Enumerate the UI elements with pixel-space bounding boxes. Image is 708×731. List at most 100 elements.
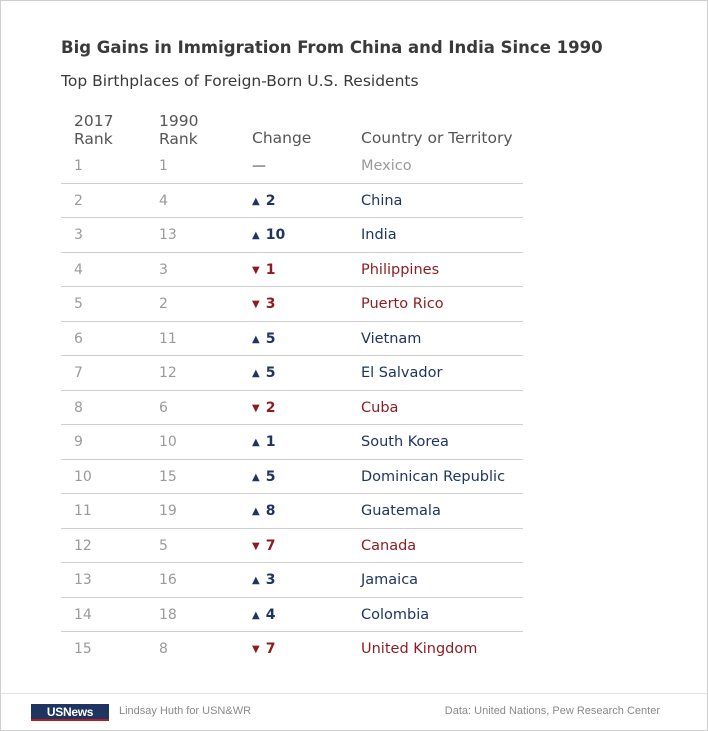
table-row: 7 12 ▲ 5 El Salvador bbox=[1, 356, 708, 391]
rank-2017-cell: 3 bbox=[74, 227, 83, 243]
table-row: 3 13 ▲ 10 India bbox=[1, 218, 708, 253]
header-1990-rank-line1: 1990 bbox=[159, 112, 199, 130]
up-triangle-icon: ▲ bbox=[252, 368, 260, 379]
chart-title: Big Gains in Immigration From China and … bbox=[61, 38, 603, 57]
change-cell: ▲ 5 bbox=[252, 322, 275, 357]
down-triangle-icon: ▼ bbox=[252, 644, 260, 655]
change-value: 7 bbox=[265, 537, 276, 554]
change-value: 10 bbox=[265, 227, 286, 243]
rank-2017-cell: 5 bbox=[74, 296, 83, 312]
rank-2017-cell: 12 bbox=[74, 537, 92, 554]
change-cell: ▼ 3 bbox=[252, 287, 275, 322]
table-row: 4 3 ▼ 1 Philippines bbox=[1, 253, 708, 288]
change-value: 4 bbox=[265, 606, 276, 623]
country-cell: Dominican Republic bbox=[361, 468, 506, 485]
up-triangle-icon: ▲ bbox=[252, 437, 260, 448]
header-1990-rank: 1990 Rank bbox=[159, 112, 198, 148]
data-source: Data: United Nations, Pew Research Cente… bbox=[444, 705, 660, 717]
change-cell: ▲ 5 bbox=[252, 356, 275, 391]
footer-divider bbox=[1, 693, 707, 694]
change-value: 7 bbox=[265, 641, 276, 657]
rank-1990-cell: 13 bbox=[159, 227, 177, 243]
change-cell: ▼ 2 bbox=[252, 391, 275, 426]
rank-2017-cell: 15 bbox=[74, 641, 92, 657]
header-1990-rank-line2: Rank bbox=[159, 130, 198, 148]
country-cell: United Kingdom bbox=[361, 641, 478, 657]
change-cell: ▲ 5 bbox=[252, 460, 275, 495]
rank-1990-cell: 12 bbox=[159, 365, 177, 381]
chart-subtitle: Top Birthplaces of Foreign-Born U.S. Res… bbox=[61, 72, 419, 90]
header-change: Change bbox=[252, 129, 312, 147]
usnews-logo: USNews bbox=[31, 704, 109, 721]
change-value: 5 bbox=[265, 330, 276, 347]
change-cell: ▼ 7 bbox=[252, 632, 275, 667]
country-cell: South Korea bbox=[361, 434, 449, 450]
country-cell: India bbox=[361, 227, 397, 243]
table-row: 11 19 ▲ 8 Guatemala bbox=[1, 494, 708, 529]
table-row: 13 16 ▲ 3 Jamaica bbox=[1, 563, 708, 598]
change-value: 1 bbox=[265, 434, 276, 450]
down-triangle-icon: ▼ bbox=[252, 299, 260, 310]
rank-1990-cell: 2 bbox=[159, 296, 168, 312]
change-value: 5 bbox=[265, 365, 276, 381]
change-cell: ▼ 1 bbox=[252, 253, 275, 288]
up-triangle-icon: ▲ bbox=[252, 471, 260, 483]
country-cell: El Salvador bbox=[361, 365, 443, 381]
rank-2017-cell: 8 bbox=[74, 399, 83, 416]
change-value: — bbox=[252, 158, 266, 174]
header-2017-rank: 2017 Rank bbox=[74, 112, 113, 148]
table-row: 9 10 ▲ 1 South Korea bbox=[1, 425, 708, 460]
country-cell: Philippines bbox=[361, 261, 440, 278]
rank-2017-cell: 1 bbox=[74, 158, 83, 174]
country-cell: Canada bbox=[361, 537, 417, 554]
rank-2017-cell: 7 bbox=[74, 365, 83, 381]
change-cell: ▼ 7 bbox=[252, 529, 275, 564]
rank-1990-cell: 18 bbox=[159, 606, 177, 623]
country-cell: China bbox=[361, 192, 403, 209]
table-row: 10 15 ▲ 5 Dominican Republic bbox=[1, 460, 708, 495]
change-value: 1 bbox=[265, 261, 276, 278]
change-value: 5 bbox=[265, 468, 276, 485]
rank-2017-cell: 13 bbox=[74, 572, 92, 588]
country-cell: Colombia bbox=[361, 606, 430, 623]
change-cell: ▲ 10 bbox=[252, 218, 285, 253]
change-value: 2 bbox=[265, 399, 276, 416]
rank-1990-cell: 1 bbox=[159, 158, 168, 174]
rank-2017-cell: 10 bbox=[74, 468, 92, 485]
header-country: Country or Territory bbox=[361, 129, 513, 147]
change-cell: — bbox=[252, 149, 266, 184]
up-triangle-icon: ▲ bbox=[252, 230, 260, 241]
rank-2017-cell: 4 bbox=[74, 261, 83, 278]
country-cell: Cuba bbox=[361, 399, 399, 416]
rank-2017-cell: 6 bbox=[74, 330, 83, 347]
table-row: 8 6 ▼ 2 Cuba bbox=[1, 391, 708, 426]
country-cell: Vietnam bbox=[361, 330, 422, 347]
rank-1990-cell: 15 bbox=[159, 468, 177, 485]
rank-1990-cell: 16 bbox=[159, 572, 177, 588]
change-cell: ▲ 4 bbox=[252, 598, 275, 633]
usnews-logo-text: USNews bbox=[46, 705, 94, 719]
up-triangle-icon: ▲ bbox=[252, 506, 260, 517]
down-triangle-icon: ▼ bbox=[252, 402, 260, 414]
country-cell: Mexico bbox=[361, 158, 412, 174]
rank-1990-cell: 19 bbox=[159, 503, 177, 519]
up-triangle-icon: ▲ bbox=[252, 195, 260, 207]
rank-1990-cell: 5 bbox=[159, 537, 168, 554]
rank-table: 1 1— Mexico 2 4 ▲ 2 China 3 13 ▲ 10 India 4 3 ▼ 1 Philipp… bbox=[1, 149, 708, 667]
change-value: 8 bbox=[265, 503, 276, 519]
change-cell: ▲ 2 bbox=[252, 184, 275, 219]
table-row: 14 18 ▲ 4 Colombia bbox=[1, 598, 708, 633]
table-row: 2 4 ▲ 2 China bbox=[1, 184, 708, 219]
rank-2017-cell: 2 bbox=[74, 192, 83, 209]
rank-1990-cell: 4 bbox=[159, 192, 168, 209]
rank-1990-cell: 6 bbox=[159, 399, 168, 416]
down-triangle-icon: ▼ bbox=[252, 540, 260, 552]
up-triangle-icon: ▲ bbox=[252, 609, 260, 621]
table-row: 1 1 — Mexico bbox=[1, 149, 708, 184]
change-cell: ▲ 1 bbox=[252, 425, 275, 460]
usnews-logo-bar bbox=[31, 719, 109, 721]
table-row: 12 5 ▼ 7 Canada bbox=[1, 529, 708, 564]
rank-2017-cell: 9 bbox=[74, 434, 83, 450]
rank-1990-cell: 11 bbox=[159, 330, 177, 347]
rank-2017-cell: 11 bbox=[74, 503, 92, 519]
